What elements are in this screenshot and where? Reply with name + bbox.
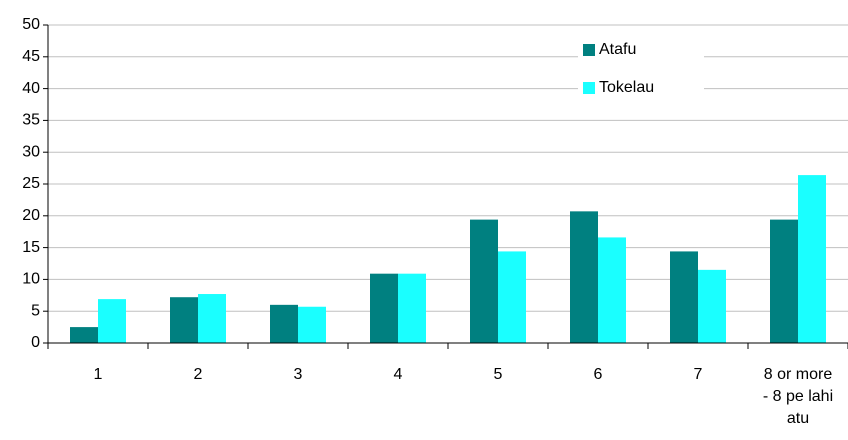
bar — [570, 211, 598, 343]
bar — [498, 251, 526, 343]
y-tick-label: 0 — [31, 334, 40, 351]
bar — [98, 299, 126, 343]
bar — [298, 306, 326, 343]
bar — [770, 219, 798, 343]
x-tick-label: 8 or more - 8 pe lahi atu — [762, 366, 834, 427]
y-tick-label: 5 — [31, 302, 40, 319]
y-tick-label: 45 — [22, 48, 40, 65]
y-tick-label: 15 — [22, 239, 40, 256]
x-tick-label: 3 — [293, 366, 303, 383]
legend-box — [578, 32, 704, 102]
bar — [470, 219, 498, 343]
bar — [370, 273, 398, 343]
bar — [798, 175, 826, 343]
x-tick-label: 5 — [493, 366, 503, 383]
bar — [398, 273, 426, 343]
y-tick-label: 40 — [22, 80, 40, 97]
bar — [70, 327, 98, 343]
bar — [270, 304, 298, 343]
y-tick-label: 20 — [22, 207, 40, 224]
y-tick-label: 25 — [22, 175, 40, 192]
x-tick-label: 1 — [93, 366, 103, 383]
legend-swatch — [583, 44, 595, 56]
x-tick-label: 2 — [193, 366, 203, 383]
legend-label: Tokelau — [599, 79, 654, 96]
x-tick-label: 6 — [593, 366, 603, 383]
bar — [198, 294, 226, 343]
bar — [698, 269, 726, 343]
bar — [670, 251, 698, 343]
legend-label: Atafu — [599, 41, 636, 58]
bar — [170, 297, 198, 343]
bar — [598, 237, 626, 343]
y-tick-label: 30 — [22, 143, 40, 160]
legend-swatch — [583, 82, 595, 94]
x-tick-label: 4 — [393, 366, 403, 383]
y-tick-label: 10 — [22, 271, 40, 288]
x-tick-label: 7 — [693, 366, 703, 383]
y-tick-label: 50 — [22, 16, 40, 33]
y-tick-label: 35 — [22, 112, 40, 129]
